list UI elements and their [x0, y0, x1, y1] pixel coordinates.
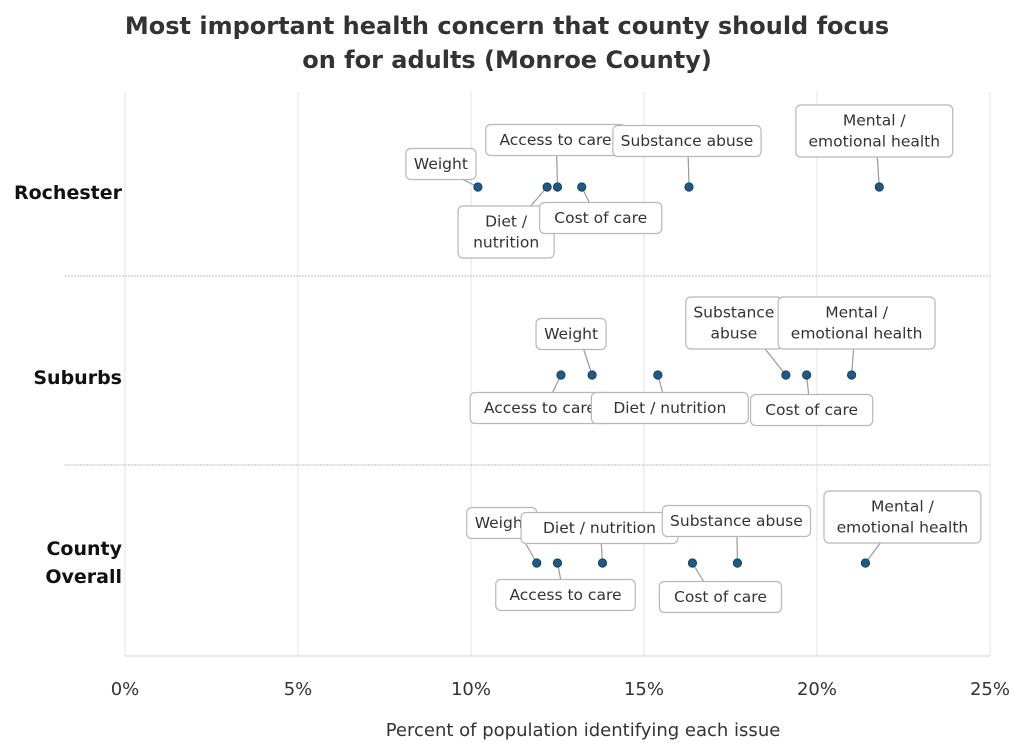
callout-box — [495, 578, 636, 612]
data-point — [653, 370, 663, 380]
row-label: Overall — [45, 566, 122, 588]
data-point — [860, 558, 871, 568]
data-point — [597, 558, 608, 568]
chart-title-line-1: Most important health concern that count… — [124, 12, 890, 40]
point-label: Diet / — [485, 213, 528, 231]
callout-box — [749, 393, 874, 427]
callout-box — [777, 296, 936, 350]
point-label: Mental / — [871, 498, 935, 516]
data-point — [684, 182, 694, 192]
row-label: County — [46, 538, 122, 560]
x-tick-label: 25% — [970, 679, 1010, 700]
row-label: Rochester — [14, 182, 123, 204]
data-point — [577, 182, 587, 192]
x-tick-label: 20% — [797, 679, 837, 700]
data-point — [542, 182, 552, 192]
data-point — [732, 558, 743, 568]
data-point — [846, 370, 857, 380]
callout-box — [535, 317, 607, 351]
row-label: Suburbs — [33, 367, 122, 389]
point-label: Substance abuse — [621, 132, 754, 150]
callout-box — [405, 147, 477, 181]
point-label: Cost of care — [674, 588, 767, 606]
callout-box — [795, 104, 954, 158]
callout-box — [539, 201, 663, 235]
data-point — [802, 370, 812, 380]
callout-box — [658, 580, 783, 614]
callout-leader — [556, 155, 559, 188]
data-point — [874, 182, 884, 192]
data-point — [587, 370, 597, 380]
data-point — [552, 182, 563, 192]
x-tick-label: 10% — [451, 679, 491, 700]
x-tick-label: 15% — [624, 679, 664, 700]
data-point — [556, 370, 566, 380]
point-label: Substance — [693, 304, 774, 322]
gridlines — [124, 92, 991, 656]
point-label: emotional health — [791, 325, 923, 343]
x-tick-label: 0% — [111, 679, 140, 700]
point-label: nutrition — [473, 234, 539, 252]
point-label: Cost of care — [554, 209, 647, 227]
callout-leader — [764, 348, 787, 376]
point-label: Weight — [475, 514, 529, 532]
callout-leader — [876, 156, 880, 188]
point-label: Diet / nutrition — [613, 399, 726, 417]
data-point — [552, 558, 563, 568]
point-label: emotional health — [837, 519, 969, 537]
data-point — [781, 370, 791, 380]
callout-box — [661, 504, 812, 538]
point-label: Weight — [414, 155, 468, 173]
data-point — [532, 558, 542, 568]
chart-title-line-2: on for adults (Monroe County) — [302, 46, 712, 74]
point-label: Mental / — [825, 304, 889, 322]
point-label: Access to care — [509, 586, 621, 604]
point-label: Weight — [544, 325, 598, 343]
point-label: Cost of care — [765, 401, 858, 419]
x-tick-label: 5% — [284, 679, 313, 700]
point-label: Mental / — [843, 112, 907, 130]
x-axis-title: Percent of population identifying each i… — [386, 720, 781, 741]
point-label: emotional health — [808, 133, 940, 151]
callout-box — [612, 124, 762, 158]
callout-leader — [687, 156, 690, 188]
callout-box — [823, 490, 982, 544]
callout-box — [590, 391, 749, 425]
data-point — [687, 558, 698, 568]
point-label: abuse — [710, 325, 757, 343]
point-label: Substance abuse — [670, 512, 803, 530]
data-point — [473, 182, 483, 192]
point-label: Diet / nutrition — [543, 519, 656, 537]
point-label: Access to care — [499, 131, 611, 149]
point-label: Access to care — [484, 399, 596, 417]
